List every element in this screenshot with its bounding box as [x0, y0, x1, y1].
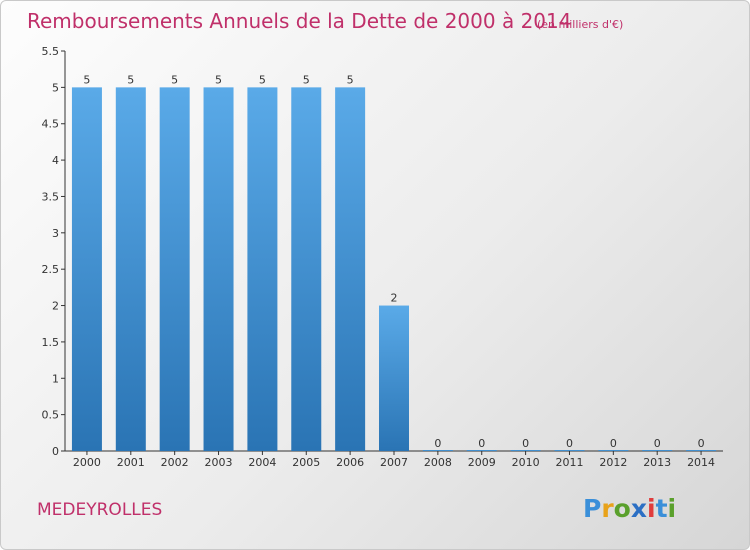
brand-letter: i	[647, 494, 656, 523]
chart-title: Remboursements Annuels de la Dette de 20…	[27, 9, 571, 33]
data-label-2007: 2	[391, 292, 398, 305]
data-label-2009: 0	[478, 437, 485, 450]
y-tick-label: 1	[52, 372, 59, 385]
y-tick-label: 3	[52, 227, 59, 240]
data-label-2005: 5	[303, 73, 310, 86]
bar-2001	[115, 87, 146, 451]
data-label-2008: 0	[434, 437, 441, 450]
bar-2010	[510, 450, 541, 451]
bar-2003	[203, 87, 234, 451]
y-tick-label: 0	[52, 445, 59, 458]
x-tick-label-2007: 2007	[380, 456, 408, 469]
x-tick-label-2002: 2002	[161, 456, 189, 469]
y-tick-label: 2.5	[42, 263, 60, 276]
x-tick-label-2010: 2010	[512, 456, 540, 469]
y-tick-label: 5	[52, 81, 59, 94]
brand-letter: x	[631, 494, 647, 523]
data-label-2010: 0	[522, 437, 529, 450]
bar-2004	[247, 87, 278, 451]
data-label-2014: 0	[698, 437, 705, 450]
data-label-2006: 5	[347, 73, 354, 86]
bar-2009	[466, 450, 497, 451]
data-label-2012: 0	[610, 437, 617, 450]
y-tick-label: 3.5	[42, 190, 60, 203]
data-label-2004: 5	[259, 73, 266, 86]
data-label-2002: 5	[171, 73, 178, 86]
bar-2013	[642, 450, 673, 451]
x-tick-label-2004: 2004	[248, 456, 276, 469]
commune-name: MEDEYROLLES	[37, 500, 162, 520]
x-tick-label-2001: 2001	[117, 456, 145, 469]
bars	[71, 87, 717, 451]
data-label-2013: 0	[654, 437, 661, 450]
brand-letter: P	[583, 494, 601, 523]
y-tick-label: 1.5	[42, 336, 60, 349]
bar-2006	[335, 87, 366, 451]
brand-letter: r	[601, 494, 614, 523]
chart-unit: (en milliers d'€)	[537, 18, 623, 31]
x-tick-label-2005: 2005	[292, 456, 320, 469]
brand-letter: t	[656, 494, 668, 523]
y-tick-label: 4.5	[42, 118, 60, 131]
data-labels: 5 5 5 5 5 5 5 2 0 0 0 0 0 0 0	[83, 73, 704, 450]
brand-letter: o	[614, 494, 631, 523]
x-tick-label-2006: 2006	[336, 456, 364, 469]
x-tick-label-2000: 2000	[73, 456, 101, 469]
x-tick-label-2014: 2014	[687, 456, 715, 469]
bar-2008	[422, 450, 453, 451]
bar-2002	[159, 87, 190, 451]
x-tick-label-2003: 2003	[205, 456, 233, 469]
y-tick-label: 5.5	[42, 45, 60, 58]
data-label-2011: 0	[566, 437, 573, 450]
y-tick-label: 4	[52, 154, 59, 167]
bar-2011	[554, 450, 585, 451]
bar-2012	[598, 450, 629, 451]
data-label-2001: 5	[127, 73, 134, 86]
x-tick-label-2011: 2011	[555, 456, 583, 469]
brand-logo: Proxiti	[583, 494, 676, 523]
x-tick-label-2009: 2009	[468, 456, 496, 469]
brand-letter: i	[668, 494, 677, 523]
y-tick-label: 0.5	[42, 409, 60, 422]
bar-2014	[686, 450, 717, 451]
x-tick-label-2012: 2012	[599, 456, 627, 469]
bar-2000	[71, 87, 102, 451]
x-tick-label-2013: 2013	[643, 456, 671, 469]
y-tick-label: 2	[52, 300, 59, 313]
data-label-2000: 5	[83, 73, 90, 86]
x-tick-label-2008: 2008	[424, 456, 452, 469]
data-label-2003: 5	[215, 73, 222, 86]
bar-2007	[379, 305, 409, 451]
bar-2005	[291, 87, 322, 451]
